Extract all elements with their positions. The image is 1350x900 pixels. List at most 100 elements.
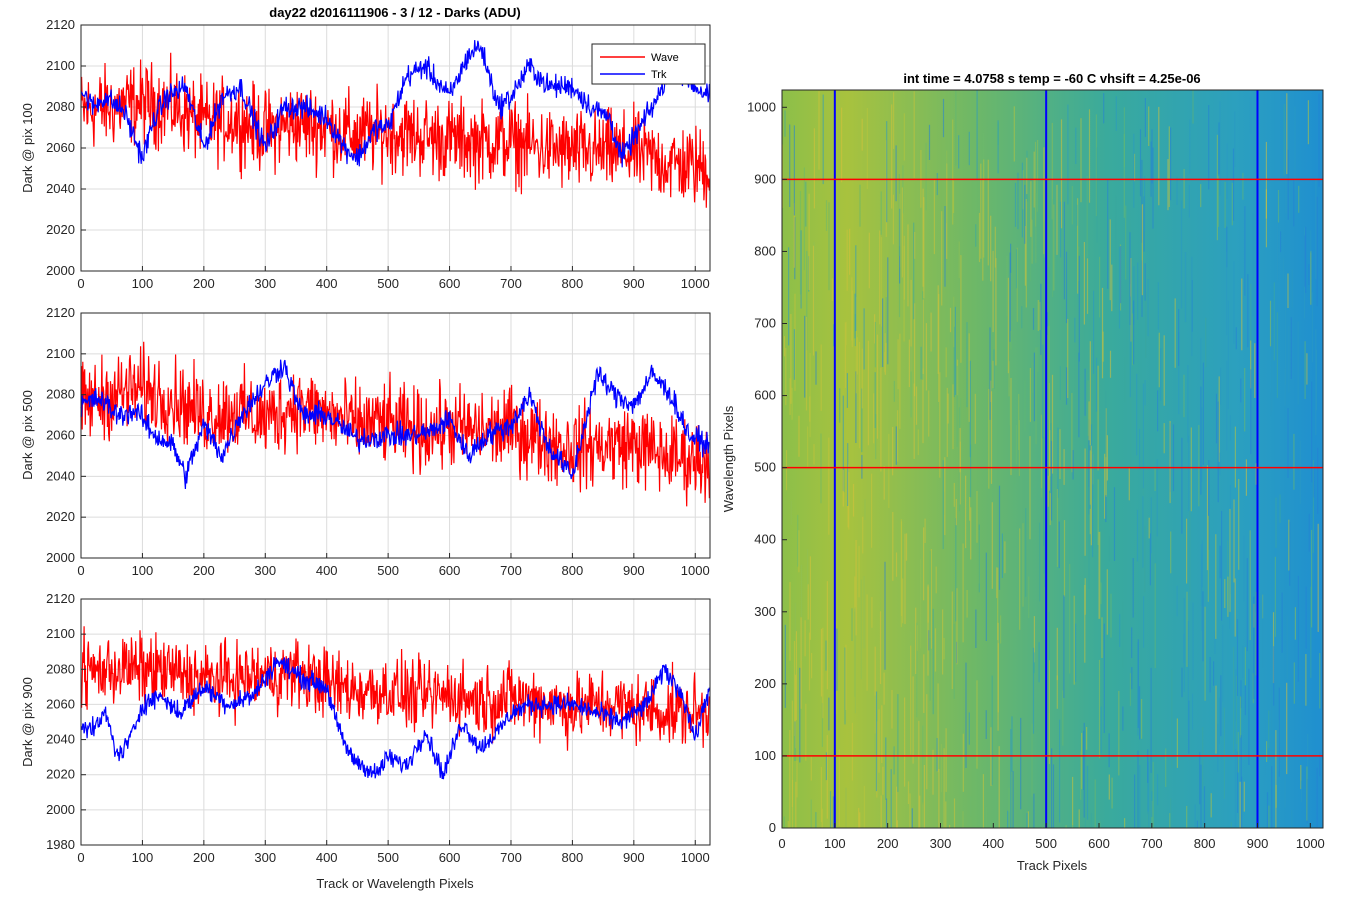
heatmap-frame [781,89,1324,829]
heatmap-markers [782,90,1323,828]
x-tick-label: 900 [1247,836,1269,851]
y-tick-label: 100 [754,748,776,763]
panel-3-ticks: 0 100 200 300 400 500 600 700 800 900 1000 1980 2000… [46,591,710,865]
y-tick-label: 2120 [46,305,75,320]
y-tick-label: 2060 [46,696,75,711]
x-tick-label: 100 [132,276,154,291]
panel-3-frame [80,598,711,846]
legend-wave-label: Wave [651,52,679,64]
x-tick-label: 0 [778,836,785,851]
x-tick-label: 500 [377,563,399,578]
panel-2-ylabel: Dark @ pix 500 [20,390,35,480]
x-tick-label: 700 [500,276,522,291]
x-tick-label: 800 [562,276,584,291]
x-tick-label: 200 [193,276,215,291]
y-tick-label: 2040 [46,468,75,483]
x-tick-label: 600 [1088,836,1110,851]
y-tick-label: 2060 [46,428,75,443]
x-tick-label: 300 [254,563,276,578]
y-tick-label: 2040 [46,181,75,196]
panel-3-series [80,626,710,780]
y-tick-label: 2080 [46,661,75,676]
y-tick-label: 500 [754,460,776,475]
x-tick-label: 300 [254,850,276,865]
y-tick-label: 2040 [46,732,75,747]
y-tick-label: 2000 [46,550,75,565]
x-tick-label: 400 [316,276,338,291]
x-tick-label: 400 [316,850,338,865]
x-tick-label: 0 [77,850,84,865]
series-line-trk [80,657,710,780]
series-line-trk [80,40,710,168]
y-tick-label: 700 [754,316,776,331]
heatmap-streaks [782,90,1323,828]
legend-box [591,43,706,85]
x-tick-label: 600 [439,563,461,578]
y-tick-label: 900 [754,171,776,186]
y-tick-label: 2000 [46,802,75,817]
x-tick-label: 400 [316,563,338,578]
x-tick-label: 800 [1194,836,1216,851]
x-tick-label: 200 [193,850,215,865]
y-tick-label: 1000 [747,99,776,114]
series-line-wave [80,341,710,507]
panel-1-ticks: 0 100 200 300 400 500 600 700 800 900 1000 2000 2020… [46,17,710,291]
heatmap-ticks: 0 100 200 300 400 500 600 700 800 900 1000 0 100 200 3… [747,99,1325,851]
y-tick-label: 2020 [46,222,75,237]
heatmap-panel: int time = 4.0758 s temp = -60 C vhsift … [721,71,1325,873]
x-tick-label: 1000 [681,563,710,578]
x-tick-label: 500 [377,850,399,865]
y-tick-label: 2100 [46,626,75,641]
x-tick-label: 0 [77,563,84,578]
x-tick-label: 600 [439,276,461,291]
y-tick-label: 200 [754,676,776,691]
panel-1-title: day22 d2016111906 - 3 / 12 - Darks (ADU) [269,5,520,20]
panel-3: 0 100 200 300 400 500 600 700 800 900 1000 1980 2000… [20,591,711,891]
x-tick-label: 200 [877,836,899,851]
x-tick-label: 400 [982,836,1004,851]
x-tick-label: 900 [623,850,645,865]
y-tick-label: 600 [754,388,776,403]
y-tick-label: 0 [769,820,776,835]
y-tick-label: 2080 [46,99,75,114]
x-tick-label: 100 [824,836,846,851]
x-tick-label: 500 [1035,836,1057,851]
panel-1: 0 100 200 300 400 500 600 700 800 900 1000 2000 2020… [20,5,711,291]
series-line-trk [80,359,710,490]
x-tick-label: 1000 [681,850,710,865]
y-tick-label: 2100 [46,346,75,361]
x-tick-label: 100 [132,850,154,865]
x-tick-label: 800 [562,563,584,578]
panel-1-series [80,40,710,208]
x-tick-label: 800 [562,850,584,865]
x-tick-label: 1000 [1296,836,1325,851]
y-tick-label: 1980 [46,837,75,852]
y-tick-label: 2020 [46,767,75,782]
panel-3-plot-area [81,599,710,845]
x-tick-label: 600 [439,850,461,865]
y-tick-label: 2120 [46,17,75,32]
y-tick-label: 800 [754,243,776,258]
y-tick-label: 2100 [46,58,75,73]
x-tick-label: 300 [930,836,952,851]
y-tick-label: 300 [754,604,776,619]
panel-1-ylabel: Dark @ pix 100 [20,103,35,193]
y-tick-label: 2020 [46,509,75,524]
x-tick-label: 1000 [681,276,710,291]
series-line-wave [80,52,710,208]
panel-2: 0 100 200 300 400 500 600 700 800 900 1000 2000 2020… [20,305,711,578]
x-tick-label: 100 [132,563,154,578]
x-tick-label: 900 [623,563,645,578]
panel-3-xlabel: Track or Wavelength Pixels [316,876,474,891]
y-tick-label: 2120 [46,591,75,606]
y-tick-label: 2000 [46,263,75,278]
panel-1-legend: Wave Trk [591,43,706,85]
heatmap-xlabel: Track Pixels [1017,858,1088,873]
y-tick-label: 2060 [46,140,75,155]
heatmap-image [782,90,1323,828]
panel-2-ticks: 0 100 200 300 400 500 600 700 800 900 1000 2000 2020… [46,305,710,578]
x-tick-label: 900 [623,276,645,291]
panel-3-ylabel: Dark @ pix 900 [20,677,35,767]
x-tick-label: 0 [77,276,84,291]
y-tick-label: 400 [754,532,776,547]
